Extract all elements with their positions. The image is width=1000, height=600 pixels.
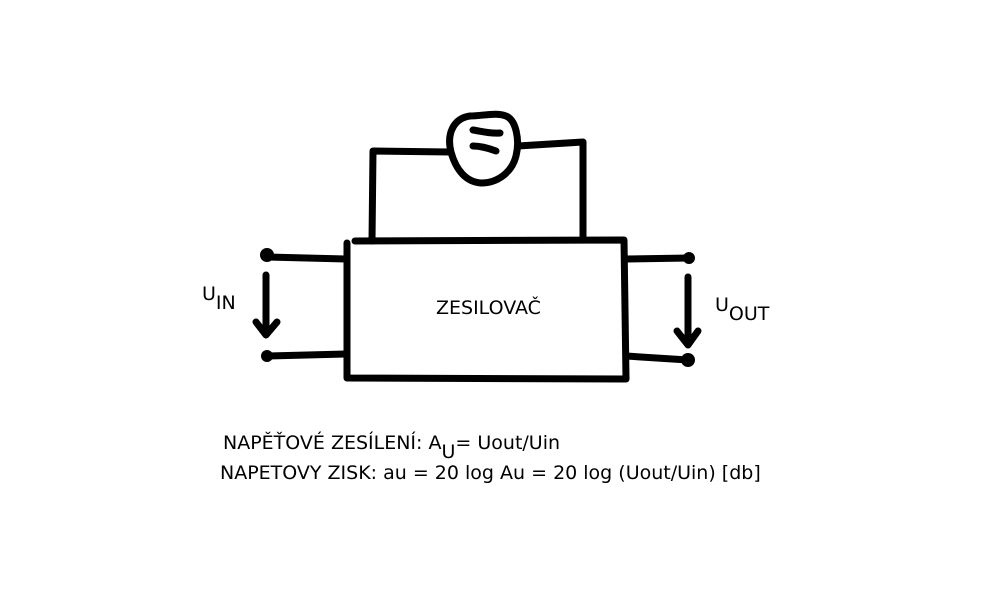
input-voltage-label: UIN [202, 283, 236, 314]
voltage-gain-suffix: = Uout/Uin [455, 432, 561, 454]
output-wire-top [622, 254, 694, 263]
input-voltage-main: U [202, 283, 216, 305]
supply-wire-right [514, 138, 587, 244]
ac-source-circle [446, 110, 522, 187]
input-wire-top [263, 253, 350, 263]
input-terminal-top [260, 248, 274, 262]
voltage-gain-prefix: NAPĚŤOVÉ ZESÍLENÍ: A [223, 432, 442, 454]
output-voltage-sub: OUT [728, 303, 770, 325]
input-voltage-sub: IN [215, 292, 236, 314]
output-terminal-top [683, 252, 695, 264]
amplifier-block [343, 236, 630, 383]
supply-wire-left [368, 147, 454, 245]
voltage-gain-db-formula: NAPETOVY ZISK: au = 20 log Au = 20 log (… [220, 462, 761, 484]
output-voltage-main: U [715, 294, 729, 316]
input-voltage-arrow [252, 271, 281, 339]
ac-source-symbol-bottom [469, 142, 500, 155]
output-voltage-label: UOUT [715, 294, 769, 325]
input-terminal-bottom [261, 350, 273, 362]
output-voltage-arrow [673, 273, 702, 349]
output-terminal-bottom [681, 353, 695, 367]
block-label: ZESILOVAČ [436, 297, 541, 319]
voltage-gain-formula: NAPĚŤOVÉ ZESÍLENÍ: AU= Uout/Uin [223, 432, 561, 463]
ac-source-symbol-top [469, 126, 504, 137]
input-wire-bottom [264, 350, 350, 360]
output-wire-bottom [622, 352, 692, 364]
voltage-gain-sub: U [441, 441, 456, 463]
